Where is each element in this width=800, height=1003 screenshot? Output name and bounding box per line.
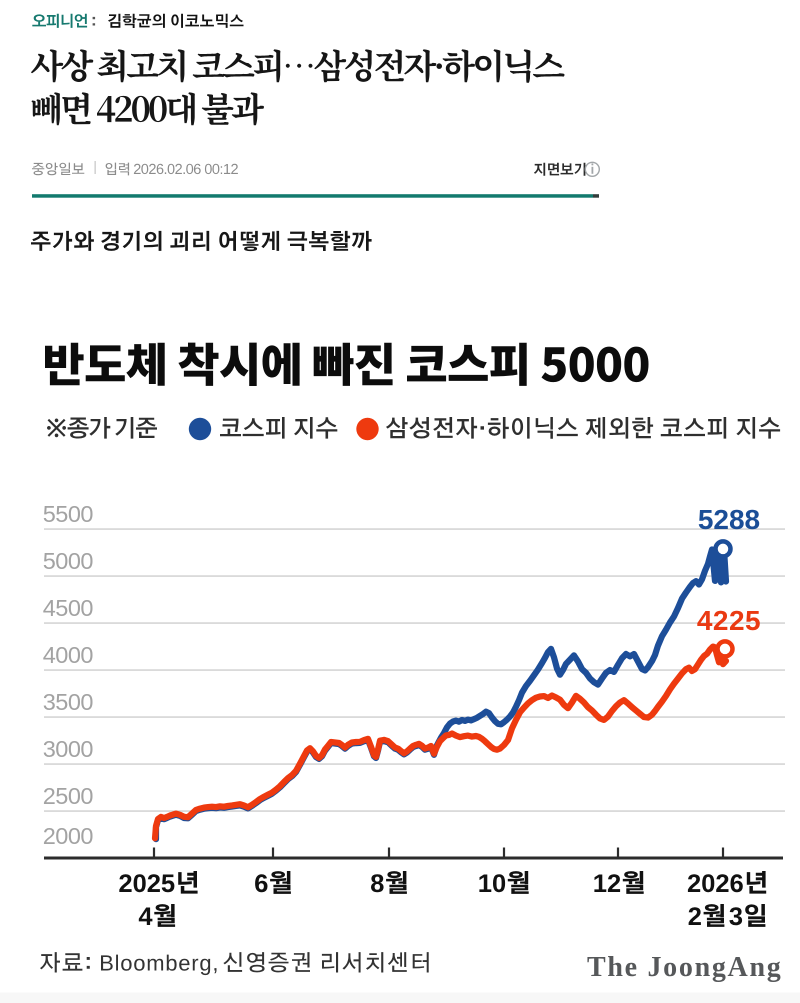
svg-text:5500: 5500 xyxy=(43,501,94,527)
svg-text:4000: 4000 xyxy=(43,642,94,668)
svg-text:2000: 2000 xyxy=(43,823,94,849)
svg-text:The JoongAng: The JoongAng xyxy=(587,952,782,983)
svg-text:3500: 3500 xyxy=(43,689,94,715)
svg-text:2500: 2500 xyxy=(43,783,94,809)
svg-text:3000: 3000 xyxy=(43,736,94,762)
svg-text:4500: 4500 xyxy=(43,595,94,621)
svg-text:5000: 5000 xyxy=(43,548,94,574)
svg-text:5288: 5288 xyxy=(698,504,760,535)
svg-text:4225: 4225 xyxy=(697,605,761,636)
